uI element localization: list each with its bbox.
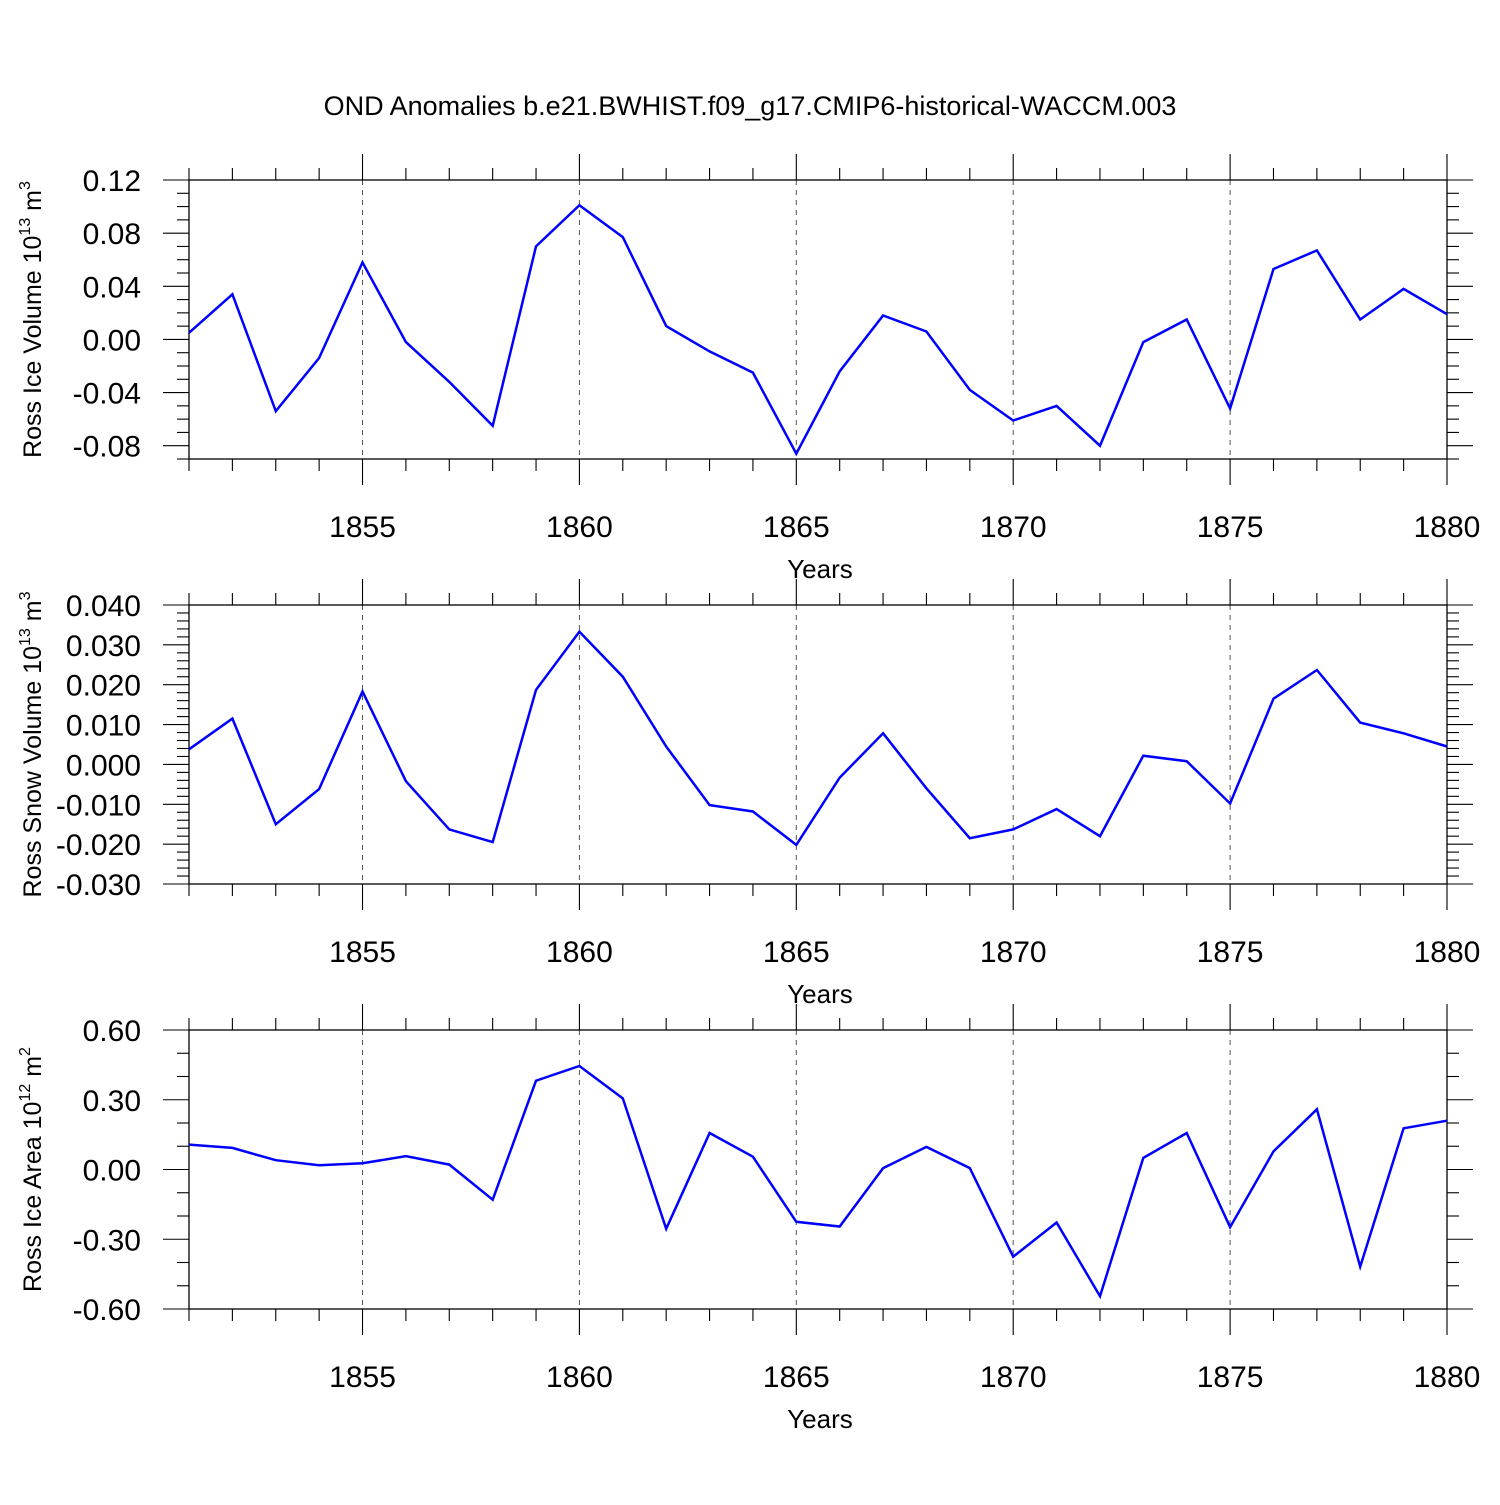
y-tick-label: -0.020 — [56, 829, 141, 862]
x-tick-label: 1865 — [763, 511, 830, 544]
y-tick-label: 0.12 — [83, 165, 141, 198]
x-axis-title: Years — [787, 979, 853, 1009]
y-axis-title: Ross Ice Volume 1013 m3 — [17, 181, 47, 458]
x-tick-label: 1880 — [1414, 511, 1481, 544]
x-tick-label: 1870 — [980, 936, 1047, 969]
y-tick-label: 0.00 — [83, 324, 141, 357]
panel-3: 1855 1860 1865 1870 1875 1880 Years -0.60 -0.30 0… — [17, 1004, 1480, 1434]
y-axis-title: Ross Ice Area 1012 m2 — [17, 1047, 47, 1292]
y-tick-label: -0.60 — [73, 1294, 141, 1327]
x-tick-label: 1875 — [1197, 936, 1264, 969]
x-tick-label: 1875 — [1197, 511, 1264, 544]
x-tick-label: 1860 — [546, 1361, 613, 1394]
x-tick-label: 1870 — [980, 511, 1047, 544]
x-axis-title: Years — [787, 554, 853, 584]
x-tick-label: 1855 — [329, 936, 396, 969]
y-tick-label: 0.020 — [66, 670, 141, 703]
x-axis-title: Years — [787, 1404, 853, 1434]
x-tick-label: 1855 — [329, 511, 396, 544]
y-tick-label: 0.30 — [83, 1085, 141, 1118]
plot-frame — [188, 604, 1448, 885]
x-tick-label: 1875 — [1197, 1361, 1264, 1394]
plot-frame — [188, 1029, 1448, 1310]
x-tick-label: 1860 — [546, 936, 613, 969]
x-tick-label: 1865 — [763, 936, 830, 969]
y-axis-title: Ross Snow Volume 1013 m3 — [17, 591, 47, 897]
y-tick-label: -0.010 — [56, 789, 141, 822]
y-tick-label: 0.60 — [83, 1015, 141, 1048]
x-tick-label: 1855 — [329, 1361, 396, 1394]
panel-1: 1855 1860 1865 1870 1875 1880 Years -0.08 -0.04 0… — [17, 154, 1480, 584]
y-tick-label: -0.08 — [73, 431, 141, 464]
panel-2: 1855 1860 1865 1870 1875 1880 Years -0.030 -0.02… — [17, 579, 1480, 1009]
series-line — [188, 203, 1448, 457]
y-tick-label: 0.04 — [83, 271, 141, 304]
x-tick-label: 1880 — [1414, 1361, 1481, 1394]
y-tick-label: 0.040 — [66, 590, 141, 623]
chart-title: OND Anomalies b.e21.BWHIST.f09_g17.CMIP6… — [324, 91, 1177, 121]
x-tick-label: 1860 — [546, 511, 613, 544]
y-tick-label: 0.08 — [83, 218, 141, 251]
x-tick-label: 1880 — [1414, 936, 1481, 969]
series-line — [188, 1064, 1448, 1300]
plot-frame — [188, 179, 1448, 460]
y-tick-label: -0.030 — [56, 869, 141, 902]
y-tick-label: 0.010 — [66, 710, 141, 743]
y-tick-label: 0.030 — [66, 630, 141, 663]
y-tick-label: 0.00 — [83, 1155, 141, 1188]
y-tick-label: -0.04 — [73, 378, 141, 411]
y-tick-label: -0.30 — [73, 1224, 141, 1257]
series-line — [188, 629, 1448, 847]
y-tick-label: 0.000 — [66, 749, 141, 782]
x-tick-label: 1865 — [763, 1361, 830, 1394]
x-tick-label: 1870 — [980, 1361, 1047, 1394]
